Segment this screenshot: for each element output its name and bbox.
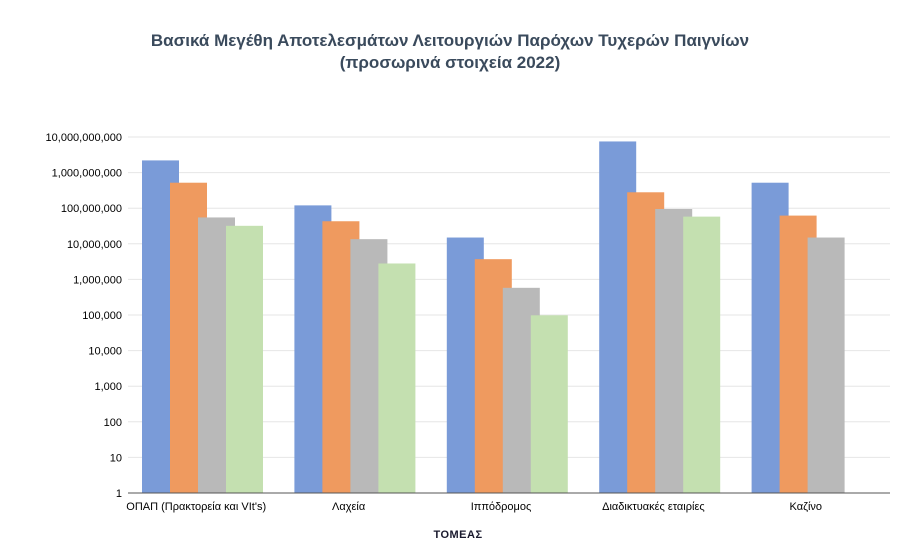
x-tick-label: Ιππόδρομος	[471, 501, 532, 513]
x-tick-label: Λαχεία	[332, 501, 366, 513]
x-tick-label: Καζίνο	[790, 501, 822, 513]
y-tick-label: 1,000,000	[73, 274, 122, 286]
bars	[142, 141, 845, 494]
x-tick-label: Διαδικτυακές εταιρίες	[602, 501, 705, 513]
y-tick-label: 1	[116, 488, 122, 500]
y-tick-label: 10	[110, 452, 122, 464]
x-axis-label: ΤΟΜΕΑΣ	[433, 529, 482, 541]
y-tick-label: 1,000	[94, 381, 122, 393]
y-tick-label: 1,000,000,000	[52, 168, 122, 180]
y-tick-label: 10,000,000,000	[46, 132, 122, 144]
y-tick-label: 10,000	[88, 346, 122, 358]
chart-subtitle: (προσωρινά στοιχεία 2022)	[339, 53, 561, 72]
y-tick-label: 100,000,000	[61, 203, 122, 215]
bar-0-3	[226, 225, 263, 494]
chart-title: Βασικά Μεγέθη Αποτελεσμάτων Λειτουργιών …	[150, 31, 750, 50]
axes: 1 10 100 1,000 10,000 100,000 1,000,000 10,000,…	[46, 132, 890, 513]
bar-1-3	[378, 263, 416, 493]
bar-4-2	[807, 237, 845, 493]
x-tick-label: ΟΠΑΠ (Πρακτορεία και VIt's)	[126, 501, 266, 513]
bar-3-3	[683, 216, 721, 494]
y-tick-label: 100	[104, 417, 122, 429]
bar-2-3	[530, 315, 568, 493]
y-tick-label: 10,000,000	[67, 239, 122, 251]
y-tick-label: 100,000	[82, 310, 122, 322]
